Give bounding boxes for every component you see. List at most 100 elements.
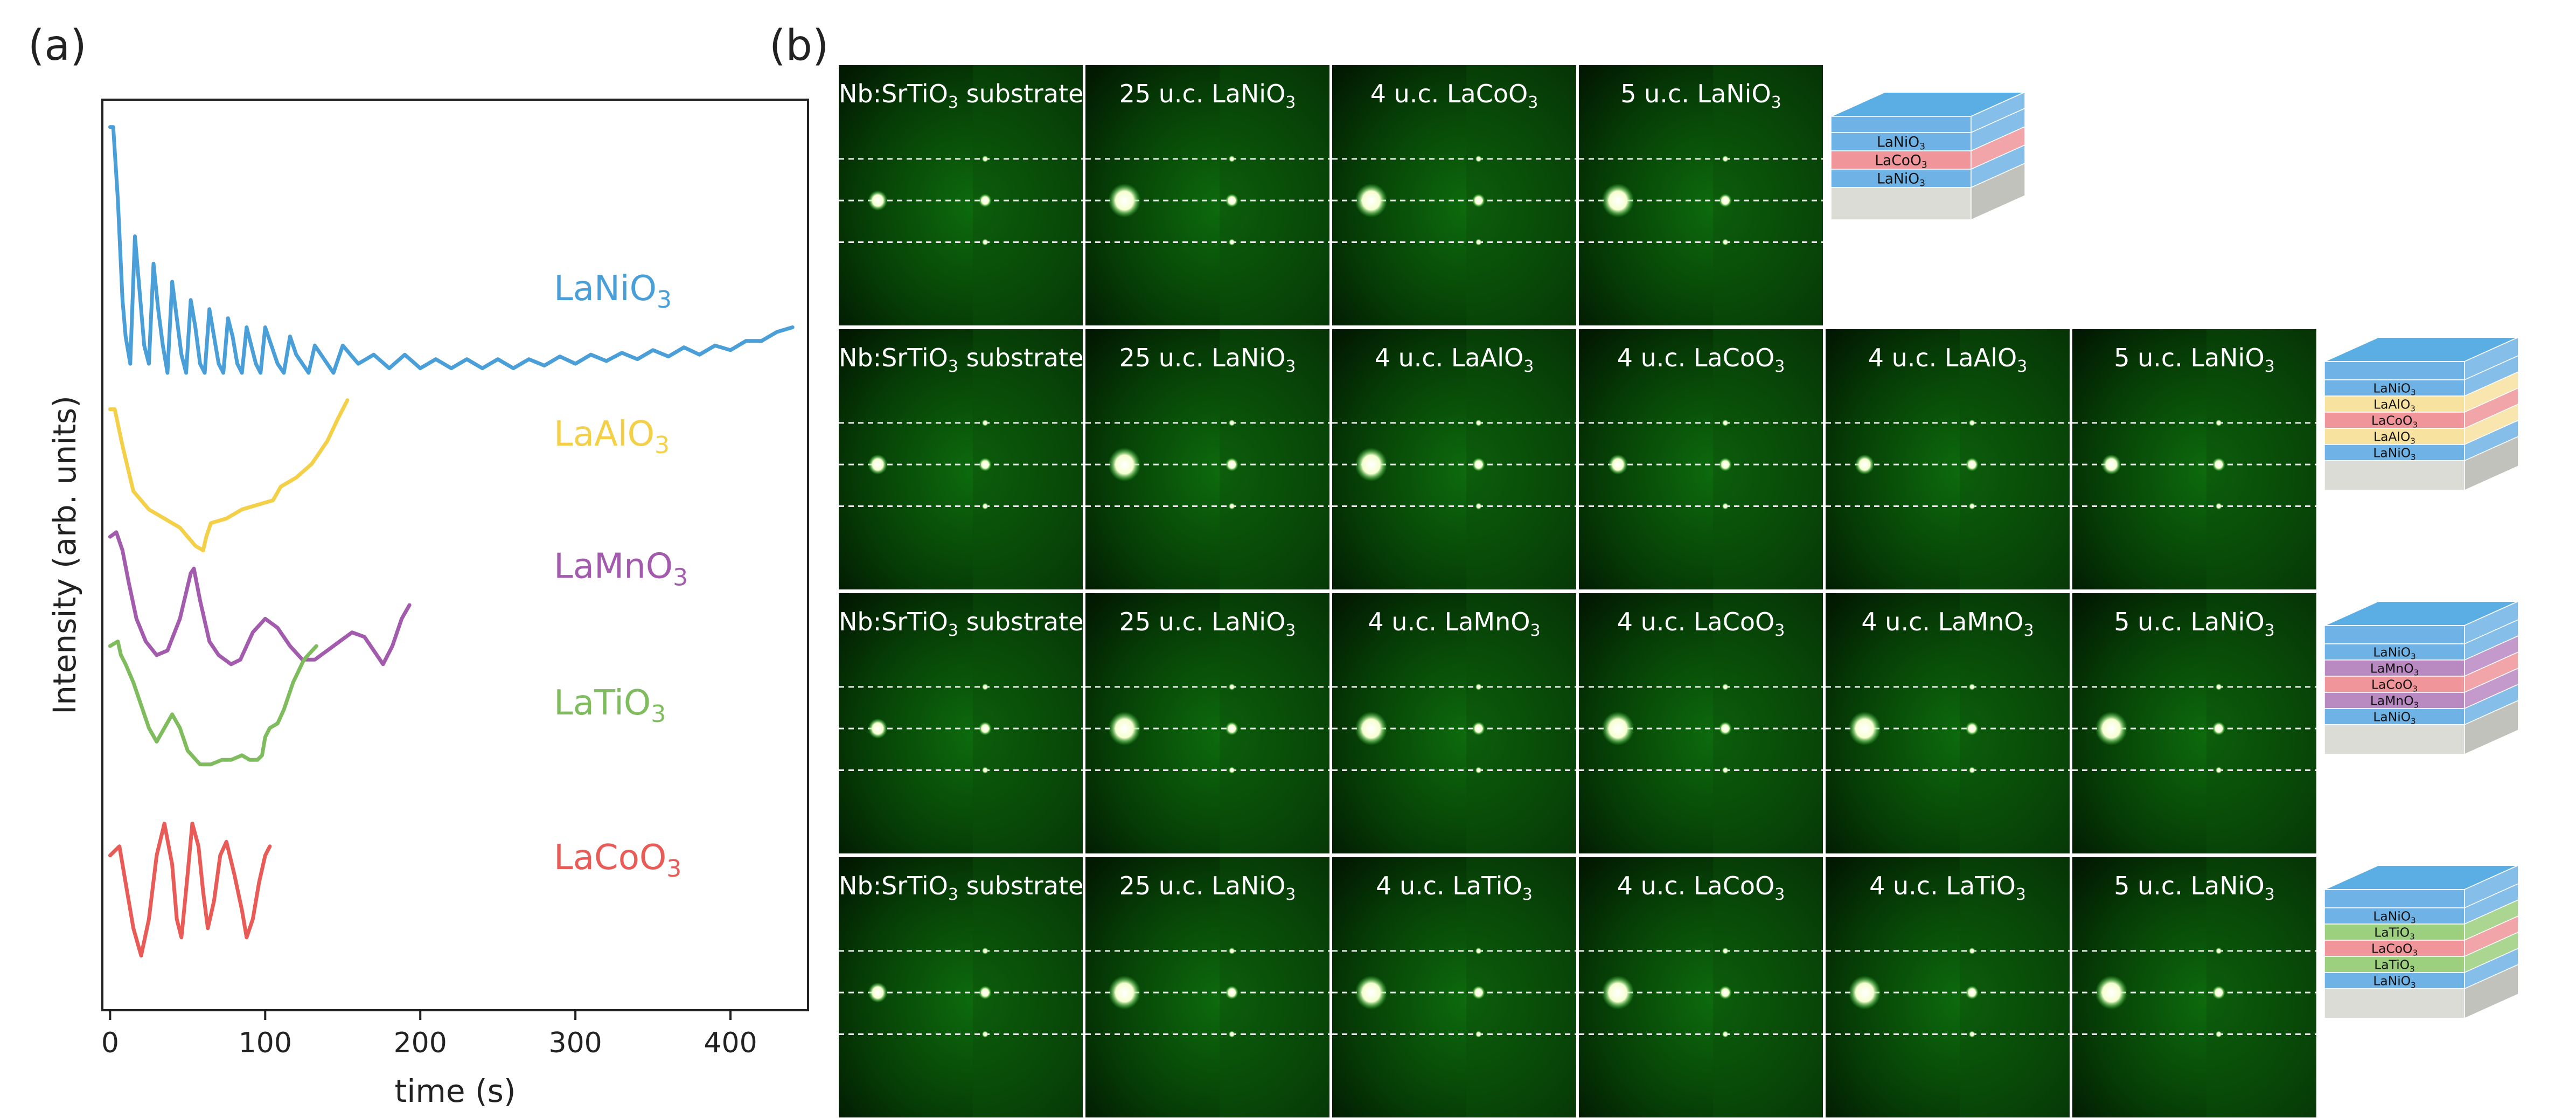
rheed-tile-label: Nb:SrTiO3 substrate	[839, 343, 1083, 377]
rheed-pattern	[839, 593, 1083, 853]
diffraction-spot	[978, 193, 992, 207]
stack-layer-label: LaTiO3	[2374, 925, 2414, 941]
diffraction-spot	[1225, 457, 1238, 471]
panel-a-label: (a)	[28, 22, 87, 70]
rheed-tile-r2-c6: 5 u.c. LaNiO3	[2072, 329, 2316, 589]
y-axis-label: Intensity (arb. units)	[46, 395, 83, 714]
rheed-pattern	[839, 65, 1083, 325]
rheed-tile-label: 5 u.c. LaNiO3	[2114, 871, 2275, 905]
diffraction-spot	[1968, 947, 1975, 955]
rheed-pattern	[1826, 857, 2070, 1117]
diffraction-spot	[1475, 767, 1482, 774]
rheed-pattern	[1579, 65, 1823, 325]
diffraction-spot	[1228, 419, 1235, 427]
diffraction-spot	[1228, 155, 1235, 163]
specular-spot	[1602, 711, 1634, 746]
rheed-tile-r3-c3: 4 u.c. LaMnO3	[1332, 593, 1576, 853]
rheed-tile-r1-c1: Nb:SrTiO3 substrate	[839, 65, 1083, 325]
rheed-tile-label: 25 u.c. LaNiO3	[1119, 343, 1296, 377]
diffraction-spot	[1475, 1031, 1482, 1038]
stack-layer-label: LaNiO3	[2373, 380, 2415, 397]
rheed-tile-label: 4 u.c. LaAlO3	[1374, 343, 1534, 377]
rheed-pattern	[2072, 329, 2316, 589]
rheed-pattern	[2072, 857, 2316, 1117]
rheed-tile-r3-c1: Nb:SrTiO3 substrate	[839, 593, 1083, 853]
diffraction-spot	[981, 503, 988, 510]
rheed-pattern	[1085, 65, 1329, 325]
diffraction-spot	[981, 683, 988, 691]
rheed-pattern	[1826, 593, 2070, 853]
specular-spot	[2095, 711, 2128, 746]
stack-layer-label: LaCoO3	[2371, 677, 2418, 693]
rheed-tile-r4-c3: 4 u.c. LaTiO3	[1332, 857, 1576, 1117]
diffraction-spot	[1722, 1031, 1729, 1038]
stack-layer-label: LaNiO3	[2373, 908, 2415, 925]
rheed-tile-r4-c1: Nb:SrTiO3 substrate	[839, 857, 1083, 1117]
series-label-latio3: LaTiO3	[554, 683, 666, 728]
specular-spot	[1355, 183, 1388, 218]
diffraction-spot	[2215, 947, 2222, 955]
rheed-tile-r1-c2: 25 u.c. LaNiO3	[1085, 65, 1329, 325]
rheed-tile-r2-c3: 4 u.c. LaAlO3	[1332, 329, 1576, 589]
diffraction-spot	[1228, 947, 1235, 955]
rheed-pattern-grid: Nb:SrTiO3 substrate 25 u.c. LaNiO3 4 u.c. …	[839, 65, 2518, 1118]
rheed-tile-label: 4 u.c. LaMnO3	[1861, 607, 2034, 641]
diffraction-spot	[2215, 767, 2222, 774]
x-axis-label: time (s)	[395, 1073, 516, 1109]
diffraction-spot	[1965, 985, 1979, 999]
diffraction-spot	[2212, 721, 2225, 735]
diffraction-spot	[1475, 239, 1482, 246]
specular-spot	[1108, 447, 1141, 482]
diffraction-spot	[1718, 457, 1732, 471]
substrate-layer	[2324, 724, 2465, 755]
diffraction-spot	[1475, 503, 1482, 510]
diffraction-spot	[1718, 193, 1732, 207]
rheed-tile-label: 25 u.c. LaNiO3	[1119, 607, 1296, 641]
diffraction-spot	[1472, 985, 1485, 999]
rheed-tile-label: Nb:SrTiO3 substrate	[839, 79, 1083, 113]
rheed-intensity-chart: 0 100 200 300 400 time (s) Intensity (arb. uni…	[46, 99, 809, 1109]
rheed-tile-label: 4 u.c. LaCoO3	[1370, 79, 1538, 113]
diffraction-spot	[978, 985, 992, 999]
rheed-tile-r3-c6: 5 u.c. LaNiO3	[2072, 593, 2316, 853]
series-label-laalo3: LaAlO3	[554, 414, 670, 459]
diffraction-spot	[1228, 1031, 1235, 1038]
diffraction-spot	[1722, 767, 1729, 774]
rheed-tile-label: 5 u.c. LaNiO3	[2114, 343, 2275, 377]
series-line-latio3	[108, 640, 318, 767]
diffraction-spot	[2215, 503, 2222, 510]
series-line-laalo3	[108, 398, 350, 552]
stack-layer-label: LaMnO3	[2370, 693, 2419, 710]
specular-spot	[1602, 183, 1634, 218]
diffraction-spot	[981, 419, 988, 427]
specular-spot	[868, 982, 888, 1003]
diffraction-spot	[1475, 947, 1482, 955]
diffraction-spot	[1472, 721, 1485, 735]
diffraction-spot	[1965, 457, 1979, 471]
rheed-pattern	[1332, 857, 1576, 1117]
stack-layer-label: LaNiO3	[1877, 171, 1925, 189]
rheed-pattern	[1579, 329, 1823, 589]
rheed-tile-label: 4 u.c. LaCoO3	[1617, 871, 1785, 905]
series-line-lamno3	[108, 530, 412, 666]
diffraction-spot	[1228, 683, 1235, 691]
diffraction-spot	[1722, 947, 1729, 955]
specular-spot	[1848, 975, 1881, 1010]
rheed-tile-r2-c1: Nb:SrTiO3 substrate	[839, 329, 1083, 589]
stack-layer-label: LaTiO3	[2374, 957, 2414, 974]
rheed-tile-label: 4 u.c. LaTiO3	[1869, 871, 2026, 905]
rheed-tile-r4-c4: 4 u.c. LaCoO3	[1579, 857, 1823, 1117]
diffraction-spot	[978, 721, 992, 735]
series-line-lacoo3	[108, 822, 272, 958]
rheed-pattern	[839, 857, 1083, 1117]
stack-layer-label: LaAlO3	[2373, 429, 2415, 446]
rheed-tile-label: 4 u.c. LaCoO3	[1617, 607, 1785, 641]
rheed-tile-label: 25 u.c. LaNiO3	[1119, 871, 1296, 905]
rheed-pattern	[1332, 593, 1576, 853]
stack-layer-label: LaMnO3	[2370, 661, 2419, 677]
rheed-tile-r3-c5: 4 u.c. LaMnO3	[1826, 593, 2070, 853]
diffraction-spot	[1475, 683, 1482, 691]
rheed-tile-label: Nb:SrTiO3 substrate	[839, 871, 1083, 905]
